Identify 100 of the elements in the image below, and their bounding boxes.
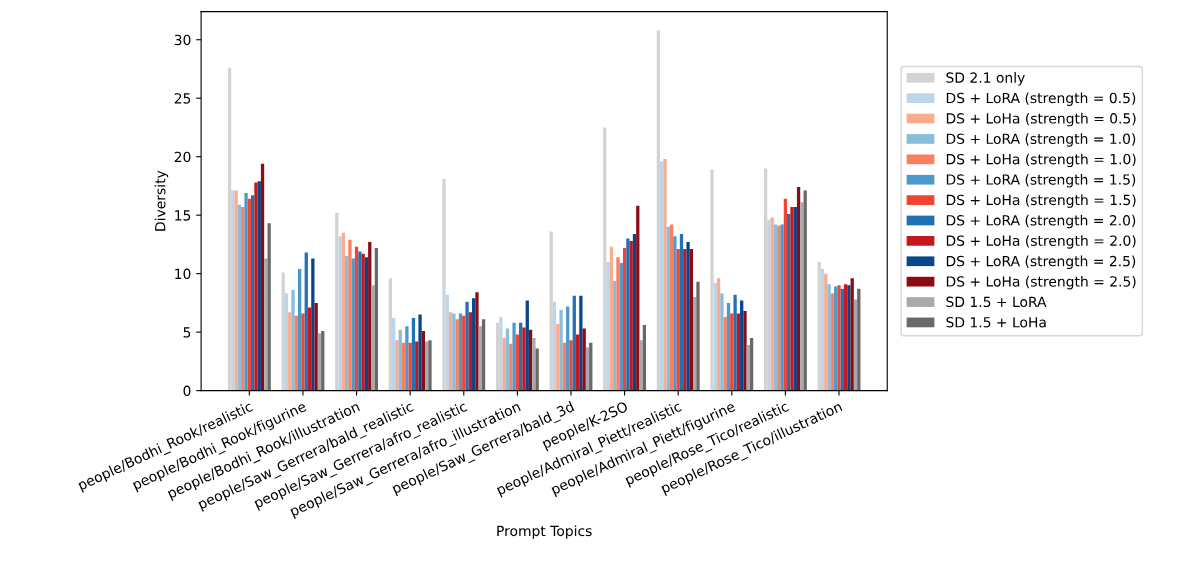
legend-label: DS + LoRA (strength = 0.5) (946, 92, 1136, 106)
bar (803, 190, 807, 391)
bar (237, 204, 242, 391)
bar (364, 257, 369, 391)
bar (338, 236, 342, 391)
bar (676, 249, 680, 391)
bar (421, 330, 426, 391)
bar (475, 292, 479, 391)
bar (639, 340, 643, 391)
legend-label: DS + LoRA (strength = 2.5) (946, 255, 1136, 270)
bar (827, 284, 831, 391)
bar (746, 345, 750, 391)
legend-label: DS + LoRA (strength = 2.0) (946, 214, 1136, 229)
y-tick-label: 15 (175, 210, 191, 221)
y-tick-label: 20 (174, 151, 191, 163)
y-tick-label: 0 (183, 385, 191, 397)
bar (509, 343, 513, 391)
bar (354, 246, 359, 391)
bar (374, 247, 379, 391)
bar (345, 256, 349, 391)
bar (669, 224, 674, 391)
bar (317, 333, 322, 391)
bar (458, 313, 463, 391)
bar (392, 318, 396, 391)
bar (442, 178, 446, 391)
bar (796, 187, 801, 391)
bar (783, 198, 788, 391)
bar (689, 249, 694, 391)
bar (696, 281, 700, 391)
bar (418, 314, 422, 391)
bar (693, 297, 697, 391)
bar (472, 298, 476, 391)
bar (415, 341, 419, 391)
bar (579, 295, 583, 391)
bar (720, 293, 724, 391)
bar (843, 284, 848, 391)
legend-label: SD 1.5 + LoRA (946, 296, 1047, 308)
bar (749, 337, 754, 391)
legend-label: DS + LoHa (strength = 2.0) (946, 235, 1136, 249)
bar (515, 334, 520, 391)
bar (603, 127, 607, 391)
bar (556, 323, 560, 391)
bar (395, 340, 399, 391)
bar (613, 280, 617, 391)
legend-label: DS + LoHa (strength = 1.5) (946, 194, 1136, 208)
bar (552, 301, 557, 391)
bar (448, 312, 453, 391)
bar (763, 168, 768, 391)
bar (853, 299, 858, 391)
bar (820, 268, 825, 391)
bar (740, 300, 744, 391)
bar (307, 307, 312, 391)
bar (281, 272, 285, 391)
bar (241, 206, 245, 391)
bar (505, 328, 510, 391)
bar (683, 249, 687, 391)
bar (311, 258, 315, 391)
x-axis-title: Prompt Topics (497, 525, 592, 539)
bar (723, 316, 727, 391)
bar (411, 318, 416, 391)
bar (264, 258, 268, 391)
bar (666, 226, 670, 391)
bar (462, 315, 466, 391)
bar (730, 313, 734, 391)
legend-label: DS + LoHa (strength = 0.5) (946, 112, 1136, 127)
bar (726, 302, 731, 391)
bar (616, 257, 620, 391)
legend-label: SD 1.5 + LoHa (946, 316, 1046, 328)
bar (512, 322, 516, 391)
bar (522, 327, 526, 391)
bar (619, 263, 623, 391)
bar (288, 312, 292, 391)
bar (532, 337, 536, 391)
bar (251, 195, 255, 391)
bar (351, 258, 355, 391)
bar (710, 169, 714, 391)
bar (686, 242, 690, 391)
bar (267, 223, 271, 391)
bar (468, 312, 473, 391)
bar (847, 285, 851, 391)
legend-label: DS + LoHa (strength = 1.0) (946, 153, 1136, 168)
y-tick-label: 10 (175, 268, 191, 280)
bar (445, 294, 449, 391)
bar (830, 293, 835, 391)
bar (773, 224, 778, 391)
y-tick-label: 5 (183, 327, 191, 338)
bar (673, 236, 677, 391)
bar (636, 205, 640, 391)
bar (298, 268, 302, 391)
bar (368, 242, 372, 391)
bar (481, 319, 486, 391)
y-axis-title: Diversity (154, 170, 169, 231)
bar (528, 329, 533, 391)
bar (455, 319, 459, 391)
bar (519, 322, 523, 391)
bar (559, 309, 563, 391)
bar (824, 273, 828, 391)
bar (817, 261, 821, 391)
bar (294, 315, 299, 391)
bar (260, 163, 265, 391)
